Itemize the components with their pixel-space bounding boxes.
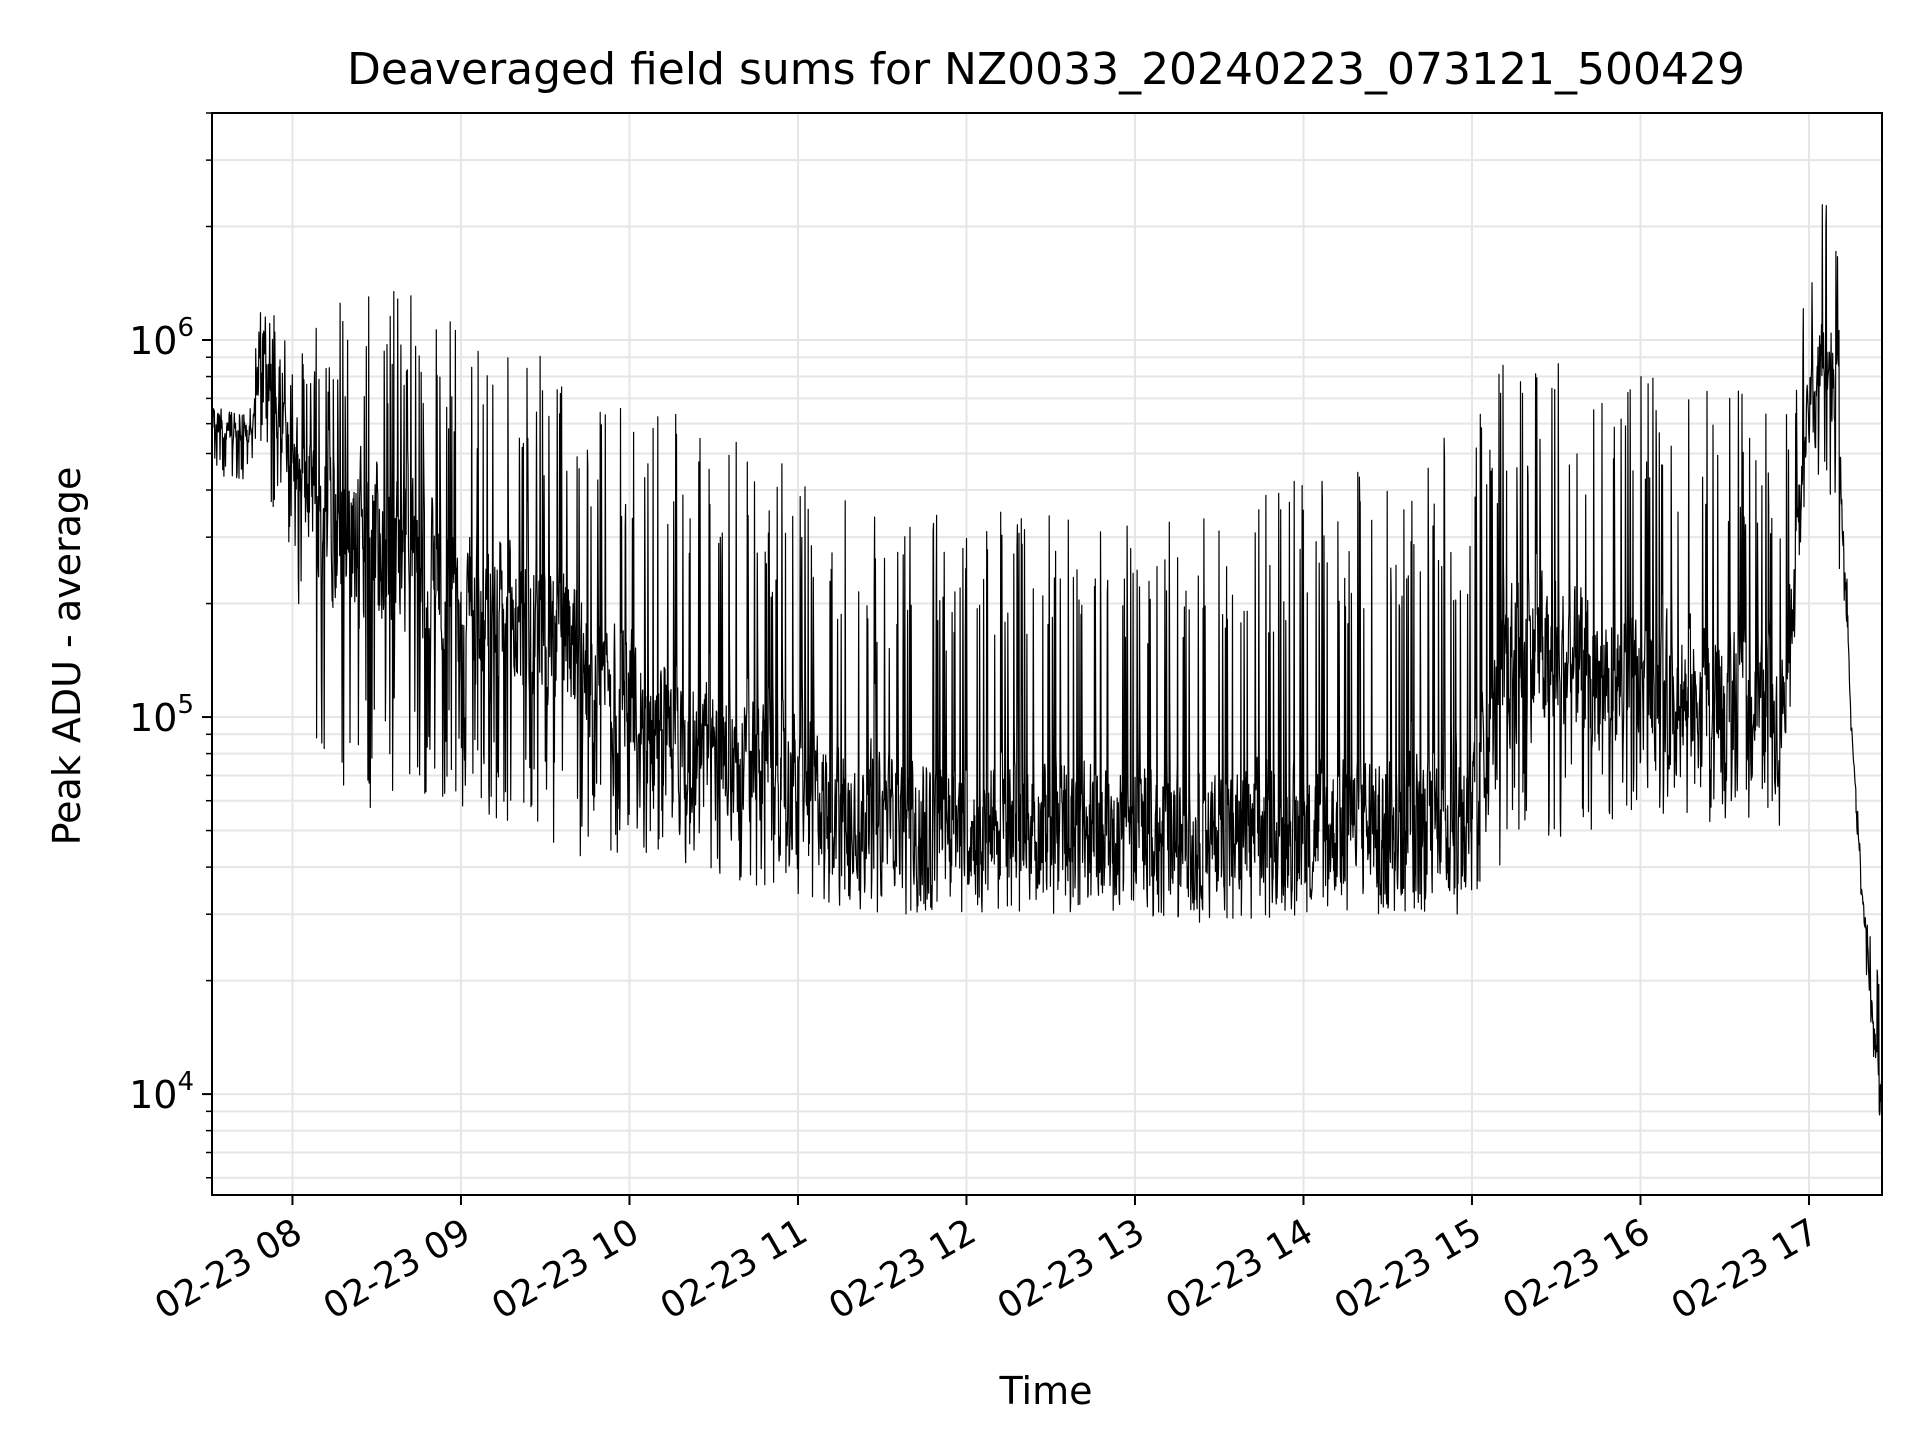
y-axis-label: Peak ADU - average bbox=[45, 467, 89, 846]
y-tick-exponent: 6 bbox=[177, 313, 194, 343]
y-tick-exponent: 5 bbox=[177, 690, 194, 720]
y-tick-label: 104 bbox=[129, 1067, 194, 1117]
y-tick-base: 10 bbox=[129, 696, 177, 740]
x-axis-label: Time bbox=[999, 1369, 1093, 1413]
y-tick-label: 106 bbox=[129, 313, 194, 363]
y-tick-base: 10 bbox=[129, 1073, 177, 1117]
series-line bbox=[211, 204, 1883, 1123]
chart-title: Deaveraged field sums for NZ0033_2024022… bbox=[347, 44, 1745, 95]
y-tick-label: 105 bbox=[129, 690, 194, 740]
y-tick-exponent: 4 bbox=[177, 1067, 194, 1097]
plot-frame bbox=[211, 112, 1883, 1196]
y-tick-base: 10 bbox=[129, 319, 177, 363]
series-line-group bbox=[211, 204, 1883, 1123]
grid bbox=[212, 112, 1882, 1195]
